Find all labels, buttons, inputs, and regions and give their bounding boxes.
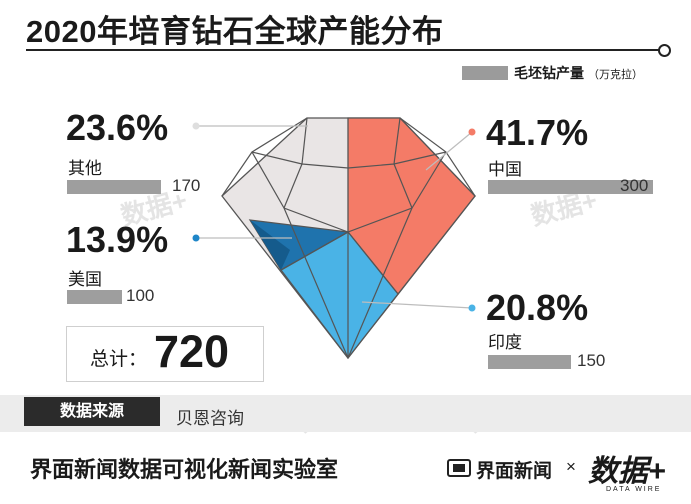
legend-unit: （万克拉） [588, 69, 643, 81]
label-usa-name: 美国 [68, 270, 102, 289]
value-bar-other [67, 180, 161, 194]
label-india-percent: 20.8% [486, 287, 589, 328]
data-wire-logo: 数据+ [588, 455, 666, 488]
value-india: 150 [577, 351, 606, 370]
label-usa-percent: 13.9% [66, 219, 169, 260]
leader-dot-usa [192, 234, 200, 242]
value-bar-usa [67, 290, 122, 304]
leader-dot-other [192, 122, 200, 130]
value-usa: 100 [126, 286, 155, 305]
value-bar-india [488, 355, 571, 369]
legend-label-text: 毛坯钻产量 [514, 65, 584, 81]
label-china-name: 中国 [488, 160, 522, 179]
value-other: 170 [172, 176, 201, 195]
jiemian-logo-icon [447, 459, 471, 477]
data-wire-logo-sub: DATA WIRE [606, 486, 662, 493]
footer-times: × [566, 457, 576, 476]
leader-dot-china [468, 128, 476, 136]
source-text: 贝恩咨询 [176, 409, 244, 428]
footer-brand: 界面新闻 [476, 461, 553, 482]
label-china-percent: 41.7% [486, 112, 589, 153]
total-label: 总计： [90, 349, 148, 370]
legend-swatch [462, 66, 508, 80]
label-india-name: 印度 [488, 333, 522, 352]
total-box [66, 326, 264, 382]
value-bar-china [488, 180, 653, 194]
total-value: 720 [154, 326, 230, 377]
value-china: 300 [620, 176, 649, 195]
leader-lines [196, 125, 473, 309]
title-divider-end-dot [658, 44, 671, 57]
footer-title: 界面新闻数据可视化新闻实验室 [30, 457, 339, 482]
label-other-name: 其他 [68, 159, 102, 178]
segment-usa-facet [250, 220, 290, 270]
label-other-percent: 23.6% [66, 107, 169, 148]
diamond-facets [221, 117, 476, 359]
source-tag: 数据来源 [24, 397, 160, 426]
leader-dot-india [468, 304, 476, 312]
legend-label: 毛坯钻产量 （万克拉） [514, 63, 643, 83]
page-title: 2020年培育钻石全球产能分布 [26, 14, 444, 49]
title-divider [26, 49, 660, 51]
